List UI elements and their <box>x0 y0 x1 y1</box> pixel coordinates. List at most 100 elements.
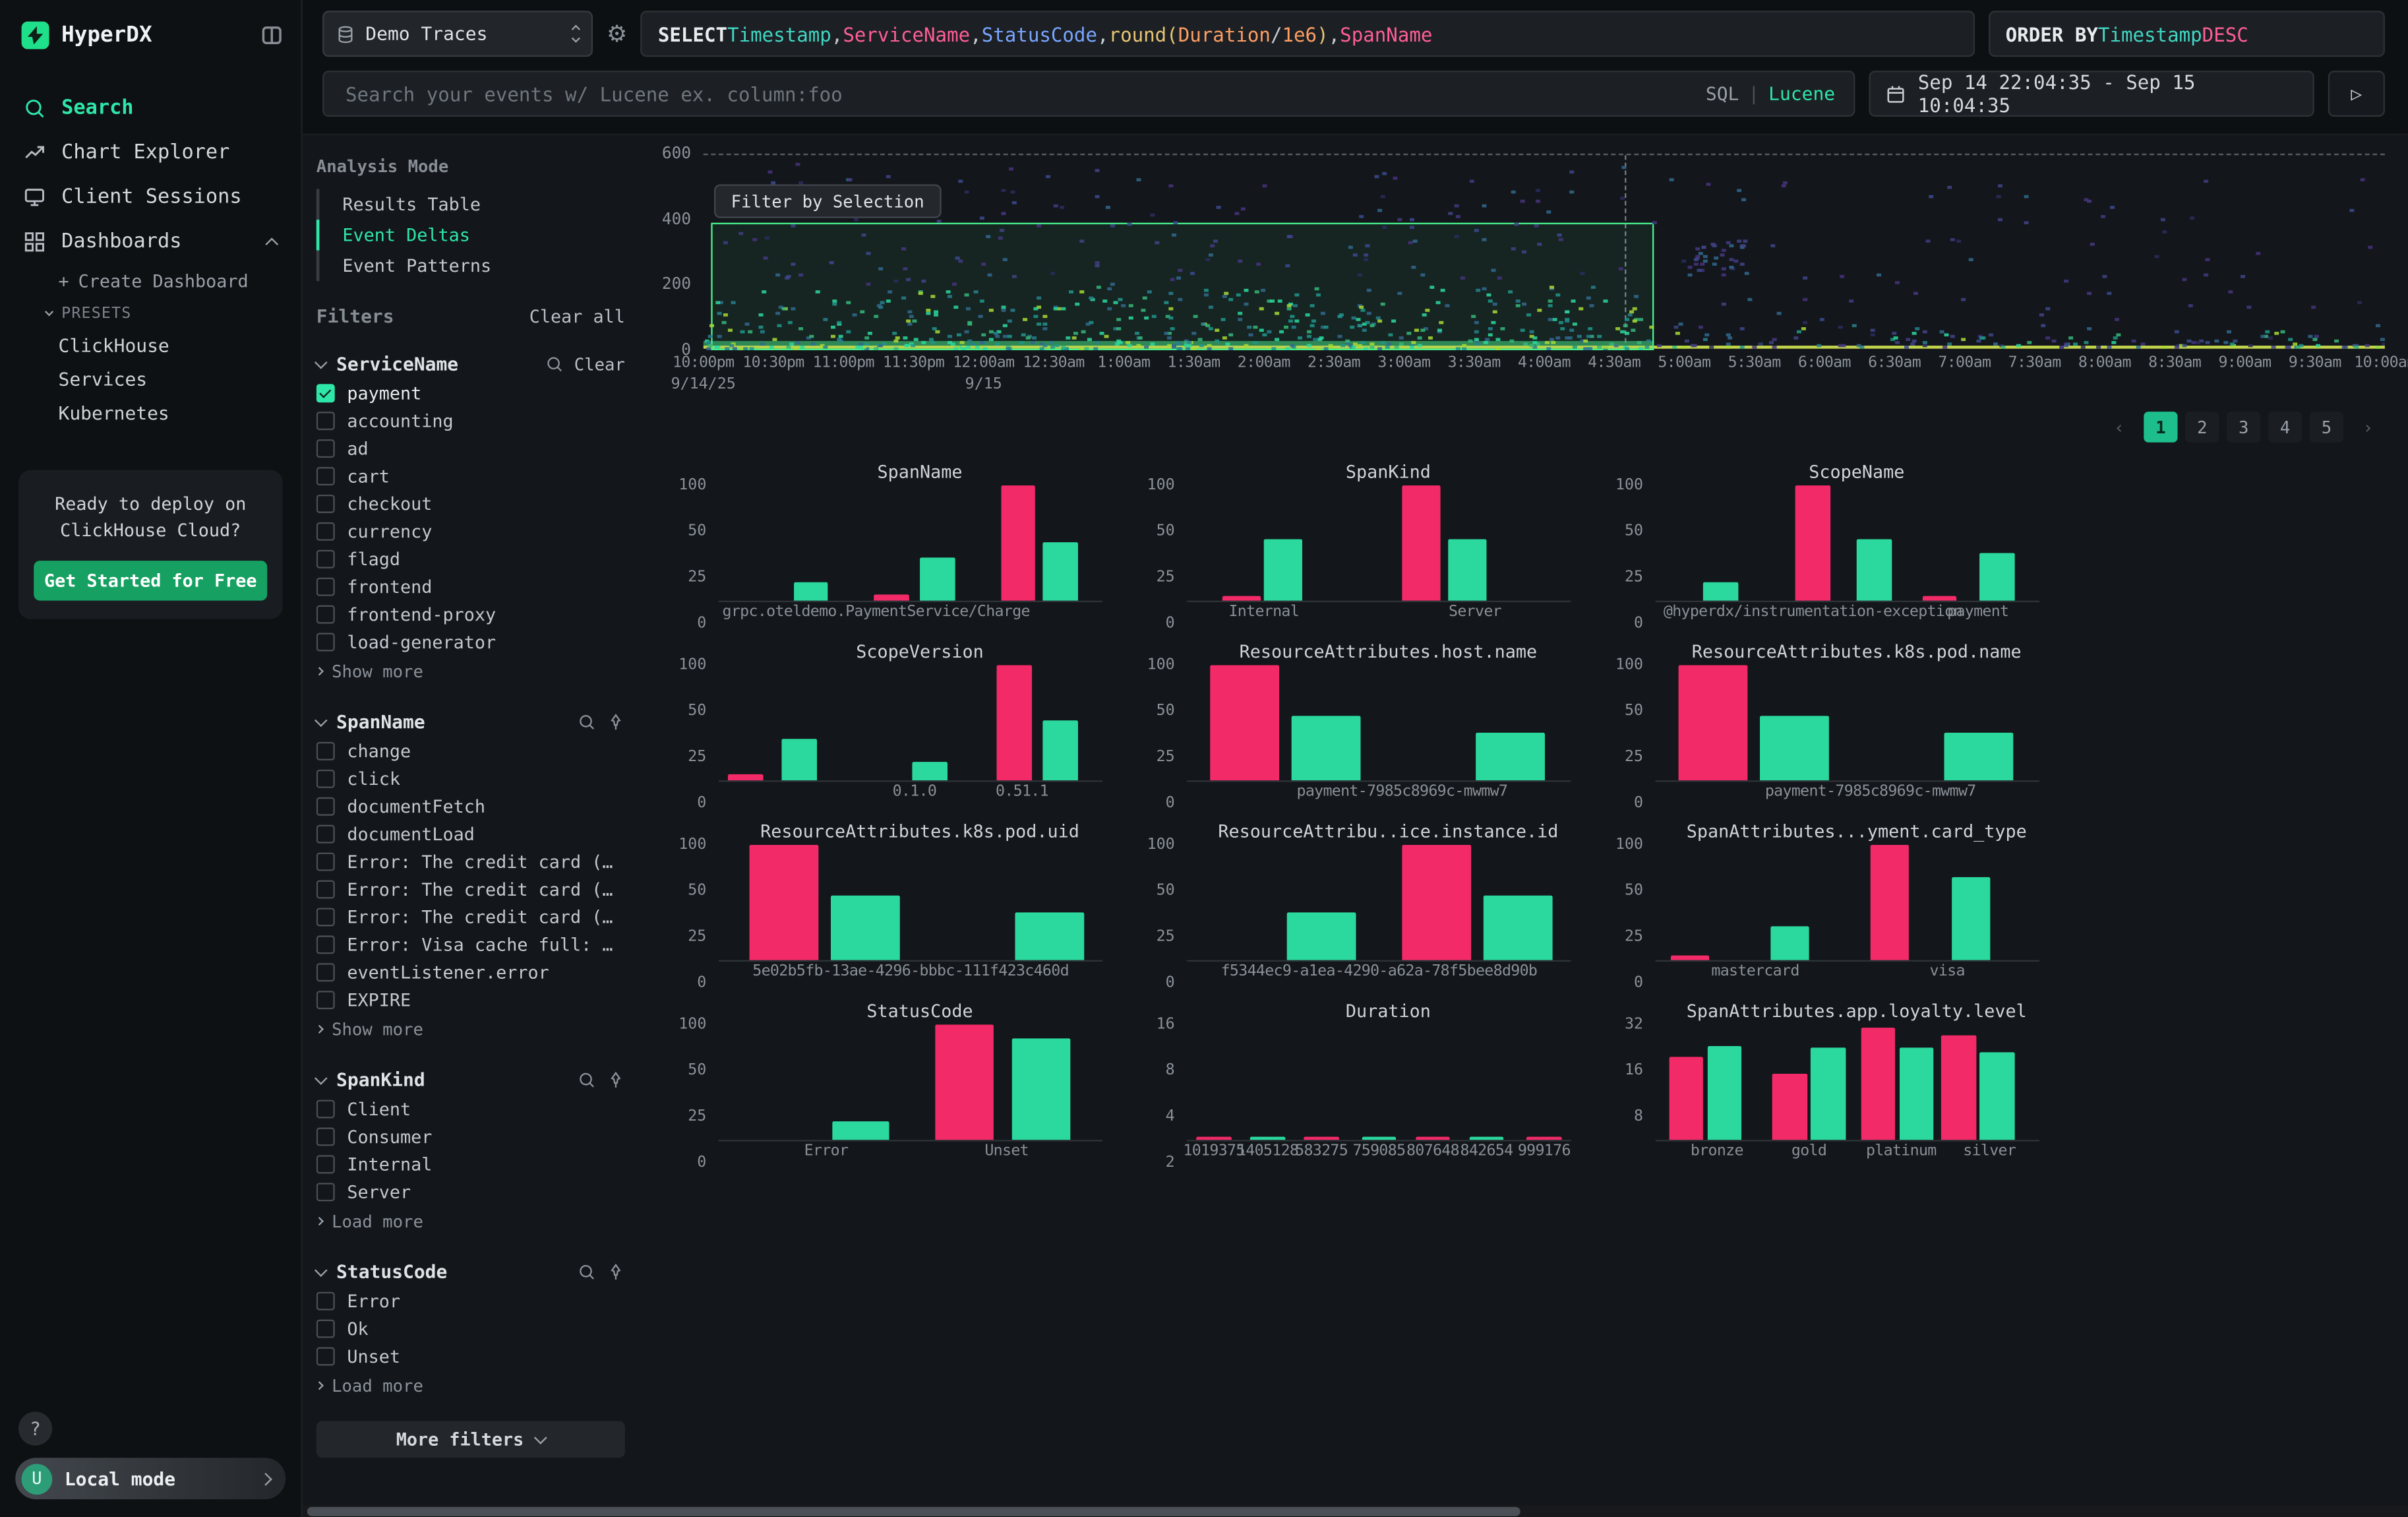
filter-option-ad[interactable]: ad <box>316 435 625 462</box>
filter-option-currency[interactable]: currency <box>316 518 625 545</box>
page-button-3[interactable]: 3 <box>2227 412 2260 443</box>
bar-pink[interactable] <box>1669 1057 1703 1140</box>
bar-pink[interactable] <box>1772 1073 1807 1140</box>
bar-green[interactable] <box>1759 716 1828 780</box>
checkbox[interactable] <box>316 825 335 844</box>
show-more-button[interactable]: Show more <box>316 1015 625 1043</box>
checkbox[interactable] <box>316 881 335 899</box>
sidebar-item-chart-explorer[interactable]: Chart Explorer <box>0 131 301 175</box>
filter-option-checkout[interactable]: checkout <box>316 490 625 518</box>
filter-option-change[interactable]: change <box>316 737 625 765</box>
bar-pink[interactable] <box>1527 1136 1561 1140</box>
sql-toggle[interactable]: SQL <box>1706 83 1739 105</box>
filter-option-accounting[interactable]: accounting <box>316 407 625 435</box>
bar-green[interactable] <box>830 896 899 960</box>
checkbox[interactable] <box>316 412 335 430</box>
filter-option-Server[interactable]: Server <box>316 1178 625 1206</box>
filter-option-load-generator[interactable]: load-generator <box>316 629 625 656</box>
source-select[interactable]: Demo Traces <box>322 11 593 57</box>
checkbox[interactable] <box>316 1347 335 1366</box>
checkbox[interactable] <box>316 770 335 788</box>
bar-green[interactable] <box>1483 896 1552 960</box>
bar-green[interactable] <box>1703 582 1737 601</box>
checkbox[interactable] <box>316 908 335 926</box>
checkbox[interactable] <box>316 1183 335 1201</box>
filter-group-header-SpanName[interactable]: SpanName <box>316 706 625 737</box>
filter-group-header-StatusCode[interactable]: StatusCode <box>316 1256 625 1287</box>
bar-green[interactable] <box>832 1121 889 1140</box>
next-page-button[interactable]: › <box>2351 412 2385 443</box>
pin-icon[interactable] <box>607 713 625 731</box>
filter-group-header-ServiceName[interactable]: ServiceNameClear <box>316 349 625 380</box>
bar-pink[interactable] <box>1416 1136 1450 1140</box>
bar-green[interactable] <box>1770 925 1809 960</box>
bar-green[interactable] <box>1980 552 2014 600</box>
filter-option-Error[interactable]: Error <box>316 1287 625 1315</box>
checkbox[interactable] <box>316 853 335 871</box>
bar-green[interactable] <box>1811 1047 1845 1140</box>
bar-pink[interactable] <box>1671 956 1709 960</box>
bar-pink[interactable] <box>1941 1035 1975 1140</box>
bar-pink[interactable] <box>874 595 909 601</box>
bar-pink[interactable] <box>750 845 819 960</box>
bar-green[interactable] <box>1287 912 1356 960</box>
search-icon[interactable] <box>578 1262 596 1281</box>
checkbox[interactable] <box>316 991 335 1009</box>
filter-by-selection-button[interactable]: Filter by Selection <box>714 184 941 218</box>
bar-green[interactable] <box>1951 877 1989 960</box>
checkbox[interactable] <box>316 495 335 513</box>
filter-option-Error: Visa cache full: …[interactable]: Error: Visa cache full: … <box>316 931 625 958</box>
bar-green[interactable] <box>1475 732 1544 780</box>
checkbox[interactable] <box>316 467 335 485</box>
heatmap-plot[interactable]: Filter by Selection <box>704 154 2385 350</box>
checkbox[interactable] <box>316 550 335 569</box>
search-icon[interactable] <box>578 713 596 731</box>
bar-green[interactable] <box>1014 912 1083 960</box>
preset-clickhouse[interactable]: ClickHouse <box>0 328 301 362</box>
filter-option-eventListener.error[interactable]: eventListener.error <box>316 958 625 986</box>
filter-option-click[interactable]: click <box>316 765 625 793</box>
gear-icon[interactable]: ⚙ <box>607 20 627 47</box>
bar-green[interactable] <box>1980 1052 2014 1140</box>
filter-option-EXPIRE[interactable]: EXPIRE <box>316 986 625 1014</box>
page-button-4[interactable]: 4 <box>2268 412 2302 443</box>
bar-pink[interactable] <box>1001 485 1035 601</box>
user-menu[interactable]: U Local mode <box>15 1458 286 1499</box>
bar-green[interactable] <box>1448 538 1486 600</box>
checkbox[interactable] <box>316 1292 335 1311</box>
load-more-button[interactable]: Load more <box>316 1208 625 1235</box>
clear-filter-button[interactable]: Clear <box>574 354 625 374</box>
bar-pink[interactable] <box>1402 845 1471 960</box>
bar-pink[interactable] <box>1197 1136 1231 1140</box>
page-button-2[interactable]: 2 <box>2185 412 2219 443</box>
bar-green[interactable] <box>1043 720 1077 780</box>
filter-option-frontend[interactable]: frontend <box>316 573 625 601</box>
checkbox[interactable] <box>316 935 335 954</box>
filter-option-Consumer[interactable]: Consumer <box>316 1123 625 1150</box>
search-input[interactable] <box>342 80 1693 107</box>
bar-pink[interactable] <box>1222 596 1260 601</box>
preset-services[interactable]: Services <box>0 363 301 396</box>
checkbox[interactable] <box>316 742 335 760</box>
show-more-button[interactable]: Show more <box>316 658 625 685</box>
checkbox[interactable] <box>316 633 335 652</box>
bar-green[interactable] <box>794 582 828 601</box>
filter-option-Error: The credit card (…[interactable]: Error: The credit card (… <box>316 903 625 931</box>
sidebar-collapse-icon[interactable] <box>261 24 283 46</box>
lucene-toggle[interactable]: Lucene <box>1768 83 1835 105</box>
pin-icon[interactable] <box>607 1262 625 1281</box>
scrollbar-thumb[interactable] <box>307 1507 1520 1516</box>
bar-pink[interactable] <box>1922 596 1956 601</box>
bar-green[interactable] <box>1707 1045 1741 1140</box>
clear-all-button[interactable]: Clear all <box>529 305 625 327</box>
heatmap-selection[interactable] <box>711 224 1653 350</box>
help-button[interactable]: ? <box>18 1411 52 1445</box>
bar-pink[interactable] <box>1679 665 1748 780</box>
run-query-button[interactable]: ▷ <box>2328 71 2385 117</box>
bar-green[interactable] <box>1899 1047 1933 1140</box>
filter-option-Client[interactable]: Client <box>316 1096 625 1123</box>
bar-green[interactable] <box>782 739 816 780</box>
filter-option-documentLoad[interactable]: documentLoad <box>316 820 625 848</box>
checkbox[interactable] <box>316 1155 335 1173</box>
bar-pink[interactable] <box>1871 845 1909 960</box>
